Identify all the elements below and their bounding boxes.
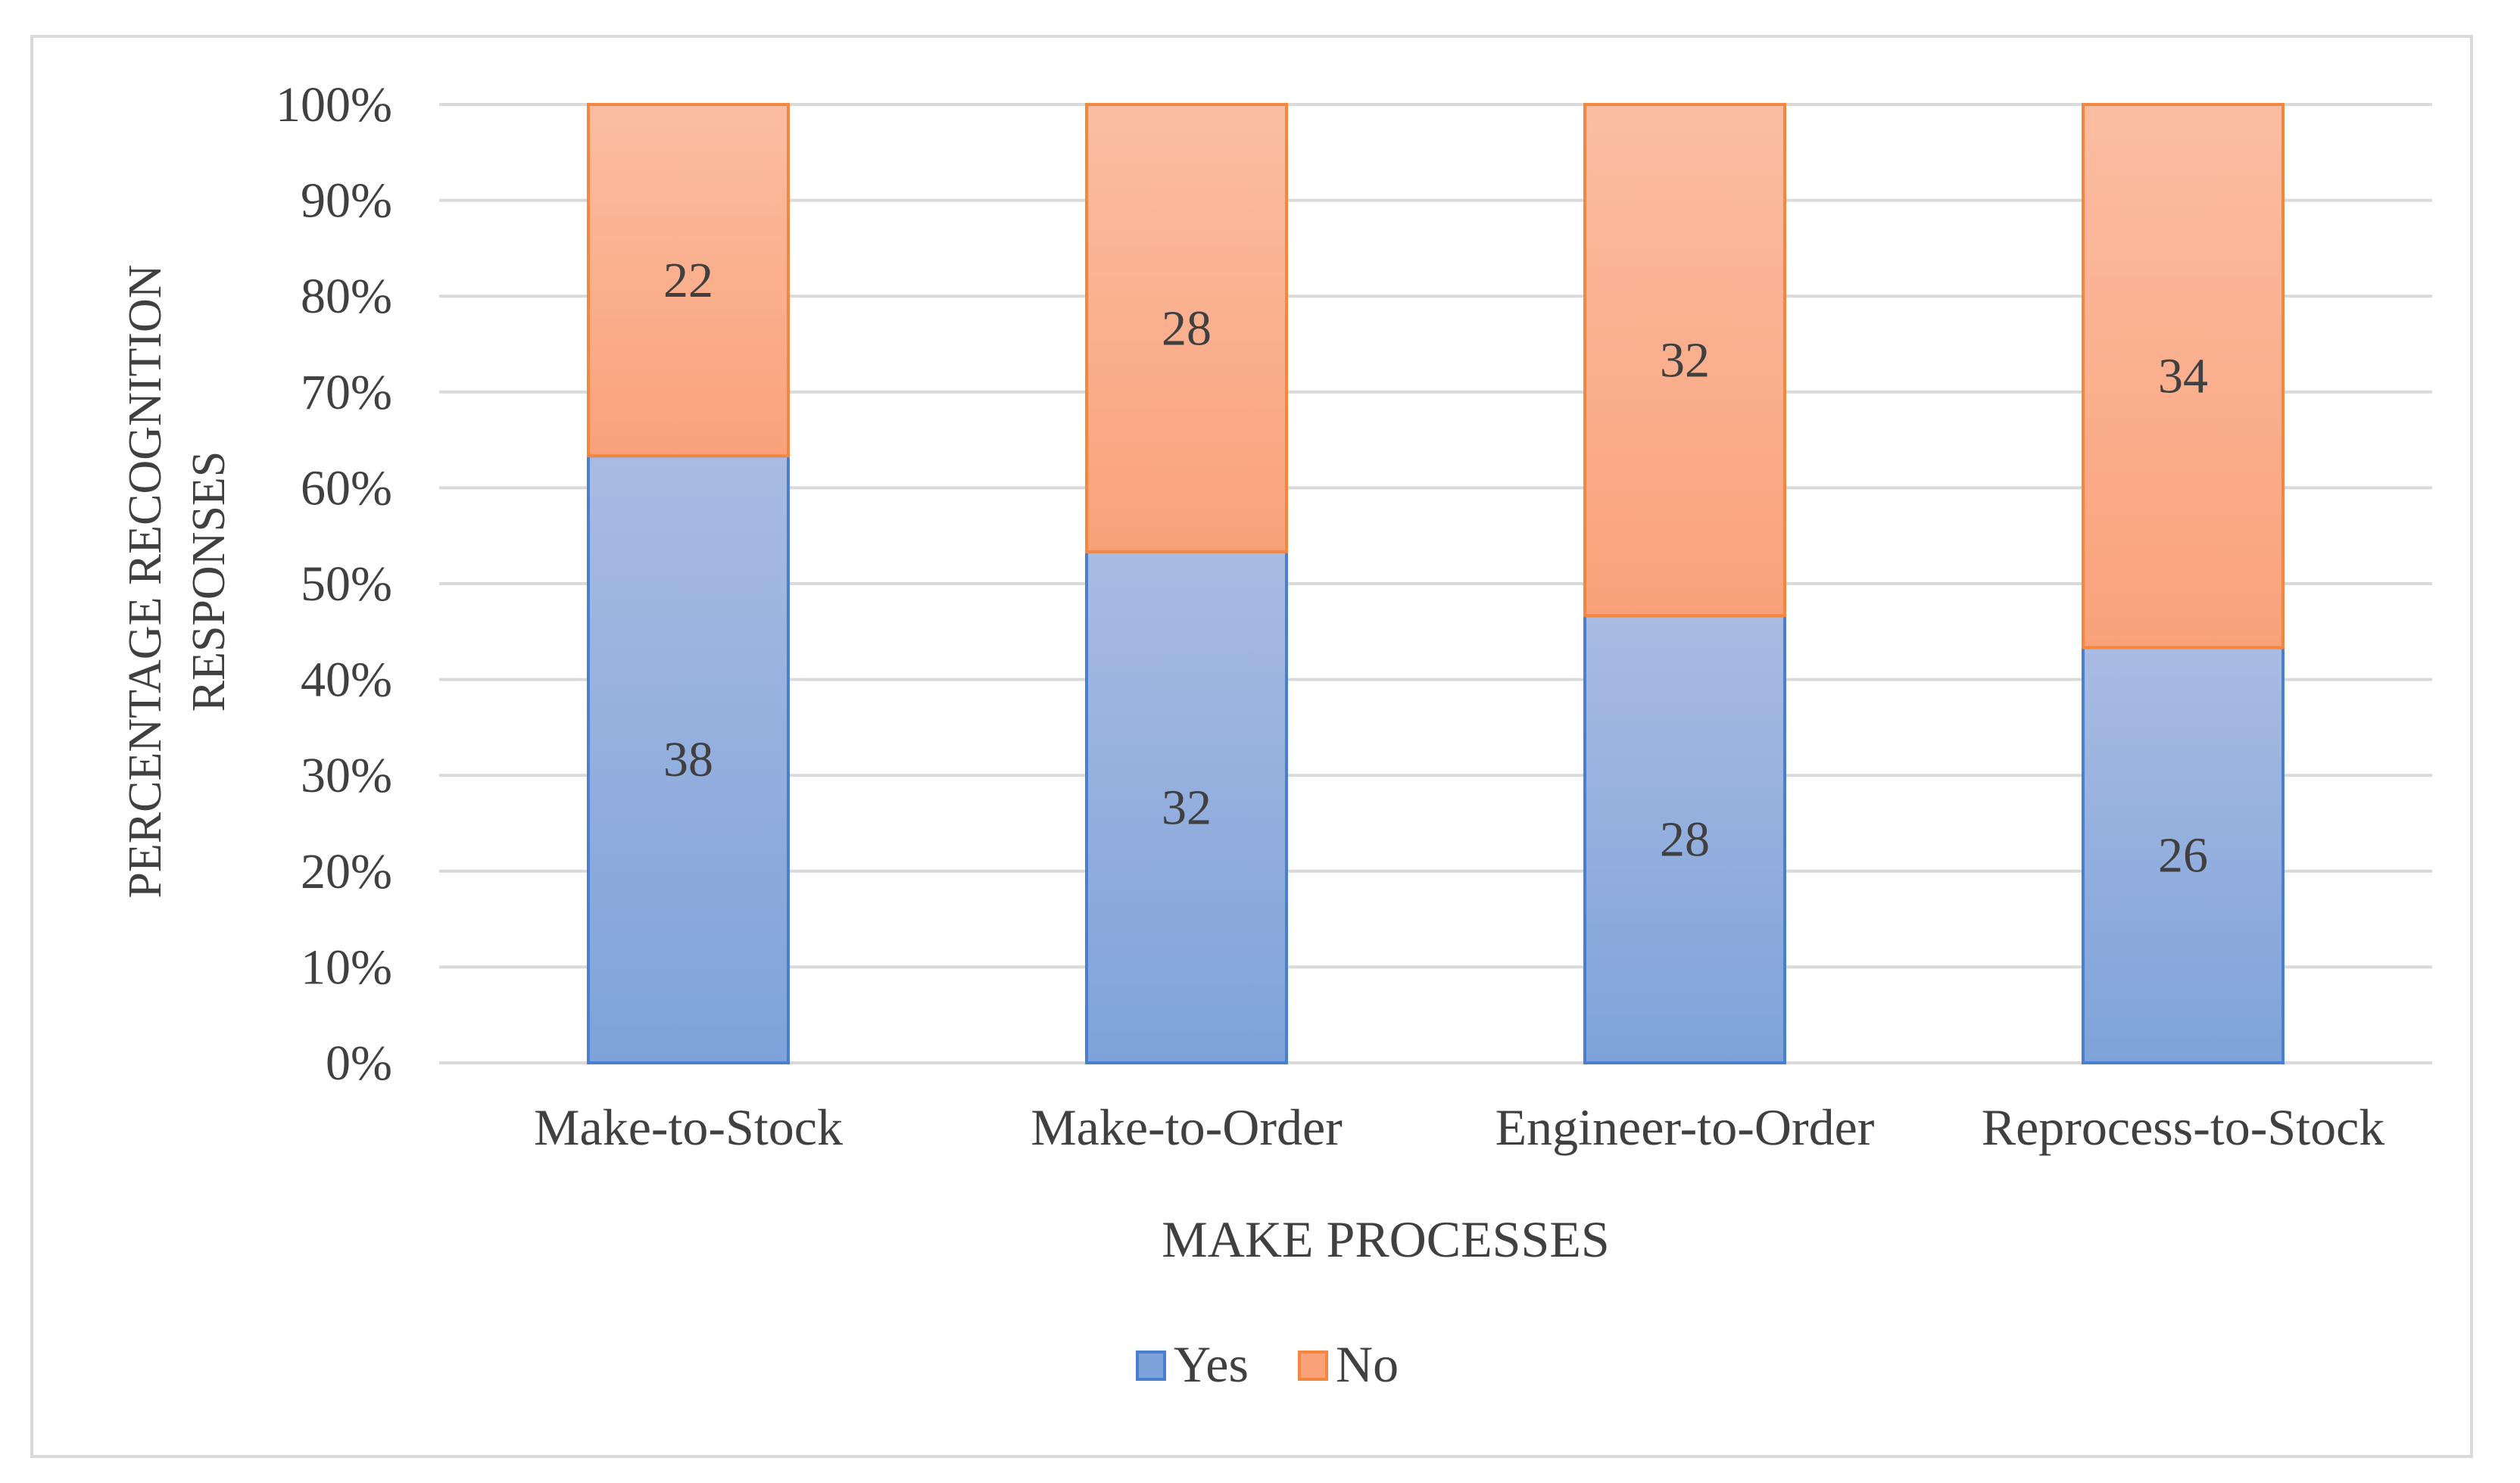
bar-no-2 <box>1583 103 1786 618</box>
bar-yes-0 <box>587 454 790 1064</box>
legend-swatch-no <box>1298 1351 1328 1381</box>
bar-yes-3 <box>2082 646 2285 1064</box>
y-tick-label: 10% <box>301 939 392 995</box>
data-label-no-1: 28 <box>1162 301 1212 356</box>
bars <box>587 103 2285 1064</box>
y-tick-label: 0% <box>326 1036 392 1091</box>
data-label-no-0: 22 <box>663 253 713 308</box>
bar-no-1 <box>1085 103 1288 553</box>
y-tick-label: 50% <box>301 556 392 612</box>
x-axis-title: MAKE PROCESSES <box>1162 1210 1609 1268</box>
y-tick-label: 90% <box>301 173 392 229</box>
data-label-yes-3: 26 <box>2158 828 2208 883</box>
x-tick-label: Reprocess-to-Stock <box>1982 1098 2385 1156</box>
y-tick-label: 40% <box>301 653 392 708</box>
data-label-no-2: 32 <box>1660 333 1710 388</box>
y-tick-label: 70% <box>301 365 392 420</box>
legend-label-no: No <box>1336 1335 1399 1393</box>
y-tick-label: 80% <box>301 269 392 324</box>
legend-item-no: No <box>1298 1335 1399 1393</box>
y-axis-tick-labels: 0% 10% 20% 30% 40% 50% 60% 70% 80% 90% 100% <box>276 77 392 1091</box>
y-tick-label: 20% <box>301 844 392 899</box>
x-tick-label: Make-to-Order <box>1031 1098 1343 1156</box>
y-axis-title-line-2: RESPONSES <box>183 451 235 712</box>
bar-no-3 <box>2082 103 2285 650</box>
legend-label-yes: Yes <box>1174 1335 1249 1393</box>
data-labels: 38 22 32 28 28 32 26 34 <box>663 253 2208 883</box>
legend-swatch-yes <box>1136 1351 1166 1381</box>
data-label-yes-0: 38 <box>663 732 713 787</box>
bar-yes-2 <box>1583 614 1786 1064</box>
data-label-yes-1: 32 <box>1162 780 1212 835</box>
data-label-yes-2: 28 <box>1660 812 1710 868</box>
legend-item-yes: Yes <box>1136 1335 1249 1393</box>
y-tick-label: 100% <box>276 77 392 132</box>
data-label-no-3: 34 <box>2158 349 2208 404</box>
legend: Yes No <box>1136 1335 1399 1393</box>
x-tick-label: Make-to-Stock <box>534 1098 843 1156</box>
bar-no-0 <box>587 103 790 458</box>
y-axis-title-line-1: PERCENTAGE RECOGNITION <box>120 264 171 898</box>
x-tick-label: Engineer-to-Order <box>1495 1098 1875 1156</box>
x-axis-tick-labels: Make-to-Stock Make-to-Order Engineer-to-Or… <box>534 1098 2384 1156</box>
y-tick-label: 60% <box>301 460 392 516</box>
y-tick-label: 30% <box>301 748 392 803</box>
